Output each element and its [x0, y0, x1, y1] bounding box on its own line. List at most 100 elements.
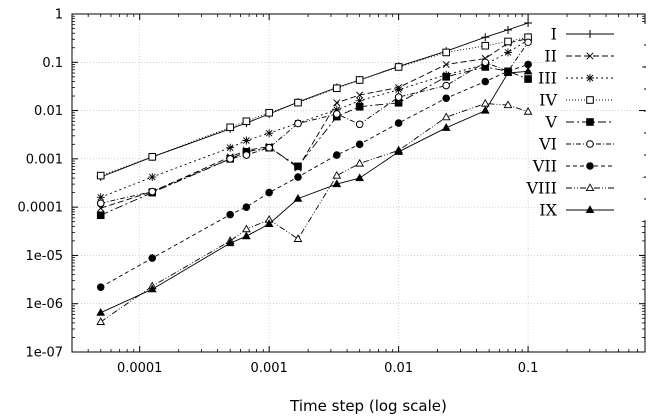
- data-point: [147, 284, 157, 293]
- data-point: [524, 19, 533, 28]
- data-point: [148, 173, 157, 182]
- data-point: [355, 76, 364, 84]
- data-point: [293, 193, 303, 202]
- data-point: [355, 120, 364, 129]
- data-point: [481, 33, 490, 42]
- legend-label: VI: [538, 135, 557, 154]
- legend-label: IV: [539, 91, 557, 110]
- legend-entry: IV: [539, 90, 646, 110]
- data-point: [442, 94, 450, 103]
- legend-entry: IX: [539, 200, 646, 220]
- y-tick-label: 1: [55, 8, 63, 23]
- data-point: [524, 38, 532, 47]
- data-point: [394, 85, 403, 94]
- series-line: [100, 39, 529, 198]
- legend-label: V: [544, 113, 557, 132]
- data-point: [586, 140, 594, 148]
- y-tick-label: 1e-06: [25, 297, 63, 312]
- data-point: [294, 162, 302, 171]
- data-point: [96, 199, 105, 208]
- y-tick-label: 1e-07: [25, 346, 63, 361]
- series-line: [100, 22, 529, 178]
- data-point: [355, 96, 364, 105]
- legend-entry: VI: [538, 134, 646, 154]
- data-point: [442, 81, 450, 90]
- data-point: [242, 117, 251, 126]
- series-line: [100, 64, 529, 288]
- data-point: [333, 99, 341, 107]
- series-9: [96, 66, 533, 316]
- data-point: [332, 170, 342, 179]
- data-point: [332, 179, 342, 188]
- legend-entry: I: [548, 24, 646, 44]
- y-tick-label: 0.0001: [18, 201, 64, 216]
- data-point: [226, 155, 234, 163]
- series-6: [96, 38, 532, 208]
- data-point: [226, 143, 235, 152]
- data-point: [96, 283, 105, 291]
- data-point: [442, 73, 450, 81]
- data-point: [264, 219, 274, 227]
- y-tick-label: 0.1: [42, 56, 63, 71]
- data-point: [586, 118, 594, 126]
- legend-entry: III: [538, 68, 646, 88]
- data-point: [148, 187, 157, 196]
- data-point: [524, 75, 532, 83]
- x-axis-title: Time step (log scale): [289, 397, 447, 415]
- data-point: [96, 317, 106, 325]
- data-point: [332, 105, 341, 114]
- data-point: [480, 98, 490, 107]
- data-point: [332, 110, 341, 118]
- x-tick-label: 0.001: [251, 361, 288, 376]
- data-point: [96, 193, 105, 202]
- data-point: [242, 136, 251, 145]
- data-point: [332, 151, 341, 159]
- y-tick-label: 0.01: [34, 104, 63, 119]
- legend-label: VII: [532, 157, 557, 176]
- series-2: [97, 35, 532, 212]
- data-point: [586, 162, 594, 170]
- data-point: [504, 48, 513, 57]
- x-tick-label: 0.01: [384, 361, 413, 376]
- x-tick-label: 0.0001: [117, 361, 163, 376]
- data-point: [503, 68, 513, 77]
- series-7: [96, 60, 532, 291]
- data-point: [242, 151, 251, 159]
- data-point: [355, 102, 364, 111]
- data-point: [585, 183, 595, 192]
- data-point: [586, 30, 594, 38]
- data-point: [523, 106, 533, 115]
- legend-label: III: [538, 69, 557, 88]
- data-point: [265, 188, 273, 197]
- data-point: [225, 238, 235, 247]
- data-point: [242, 231, 251, 240]
- data-point: [356, 91, 364, 99]
- series-line: [100, 41, 529, 204]
- data-point: [394, 147, 403, 155]
- data-point: [294, 98, 302, 107]
- legend-entry: V: [544, 112, 646, 132]
- series-line: [100, 38, 529, 209]
- data-point: [265, 143, 273, 152]
- data-point: [586, 52, 594, 60]
- legend-entry: VIII: [525, 178, 646, 198]
- series-line: [100, 36, 529, 177]
- data-point: [481, 58, 490, 67]
- series-4: [96, 33, 532, 180]
- legend-label: I: [551, 25, 557, 44]
- data-point: [394, 93, 403, 101]
- data-point: [441, 123, 451, 131]
- series-line: [100, 70, 529, 314]
- data-point: [586, 96, 594, 104]
- data-point: [148, 254, 157, 262]
- legend-label: II: [544, 47, 557, 66]
- data-point: [394, 119, 403, 127]
- data-point: [585, 205, 595, 214]
- data-point: [442, 48, 450, 57]
- data-point: [96, 308, 106, 316]
- data-point: [293, 234, 303, 242]
- legend-entry: VII: [532, 156, 646, 176]
- legend-label: IX: [539, 201, 557, 220]
